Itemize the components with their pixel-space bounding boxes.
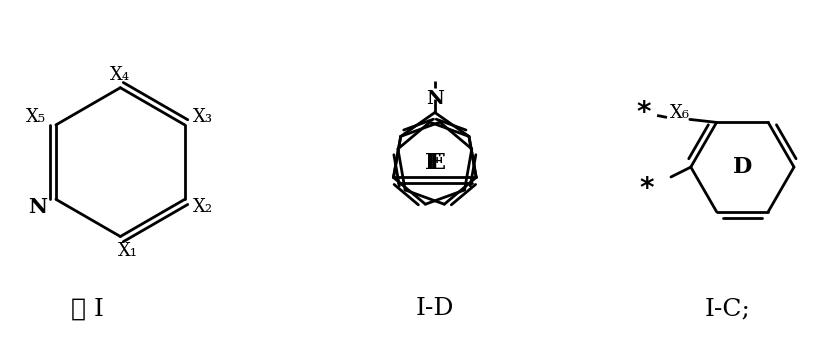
Text: E: E (429, 152, 445, 174)
Text: 式 I: 式 I (71, 297, 104, 320)
Text: X₅: X₅ (26, 108, 47, 126)
Text: X₄: X₄ (111, 66, 130, 84)
Text: *: * (637, 100, 652, 127)
Text: X₃: X₃ (193, 108, 213, 126)
Text: D: D (733, 156, 752, 178)
Text: I-C;: I-C; (705, 297, 750, 320)
Text: N: N (426, 89, 444, 108)
Text: X₆: X₆ (670, 105, 690, 122)
Text: F: F (425, 152, 440, 174)
Text: X₁: X₁ (118, 243, 138, 260)
Text: I-D: I-D (416, 297, 454, 320)
Text: X₂: X₂ (193, 198, 213, 216)
Text: N: N (28, 197, 47, 217)
Text: *: * (640, 175, 654, 203)
